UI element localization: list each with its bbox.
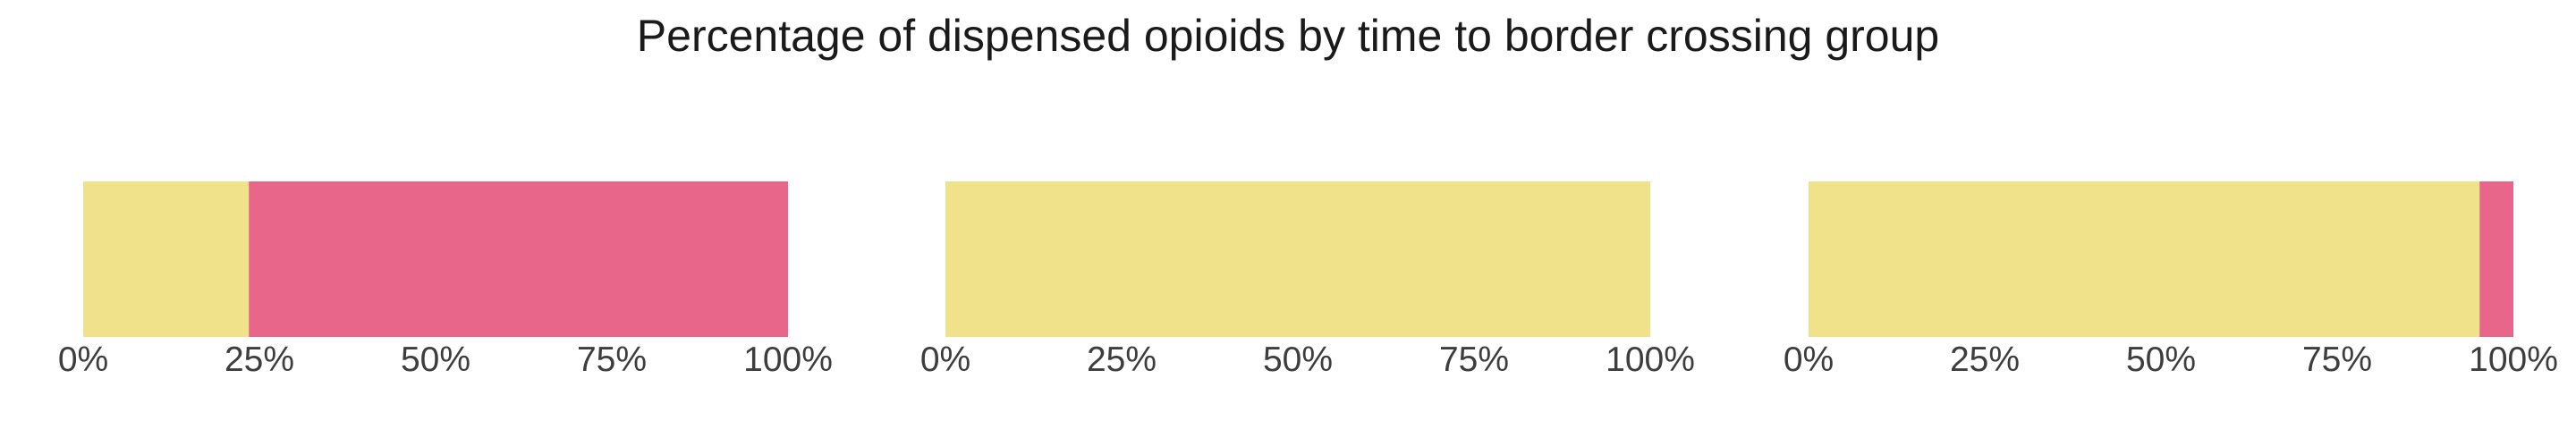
panel-1: 0% 25% 50% 75% 100% [58,181,833,379]
panel-3: 0% 25% 50% 75% 100% [1784,181,2558,379]
bar-segment-2-1 [945,181,1650,337]
chart-title: Percentage of dispensed opioids by time … [636,11,1940,61]
panel-2: 0% 25% 50% 75% 100% [920,181,1695,379]
x-tick-label: 25% [225,341,294,379]
bar-segment-3-1 [1809,181,2480,337]
x-tick-label: 0% [58,341,108,379]
x-tick-label: 25% [1087,341,1157,379]
x-tick-label: 0% [1784,341,1834,379]
x-tick-label: 50% [1263,341,1333,379]
x-tick-label: 100% [1606,341,1695,379]
x-tick-label: 75% [2302,341,2372,379]
x-tick-label: 50% [2126,341,2196,379]
bar-segment-1-1 [83,181,250,337]
x-tick-label: 100% [743,341,833,379]
bar-segment-3-2 [2479,181,2513,337]
x-tick-label: 75% [577,341,647,379]
x-tick-label: 75% [1439,341,1509,379]
x-tick-label: 25% [1950,341,2020,379]
x-tick-label: 0% [920,341,970,379]
x-tick-label: 100% [2469,341,2558,379]
bar-segment-1-2 [249,181,788,337]
x-tick-label: 50% [401,341,470,379]
